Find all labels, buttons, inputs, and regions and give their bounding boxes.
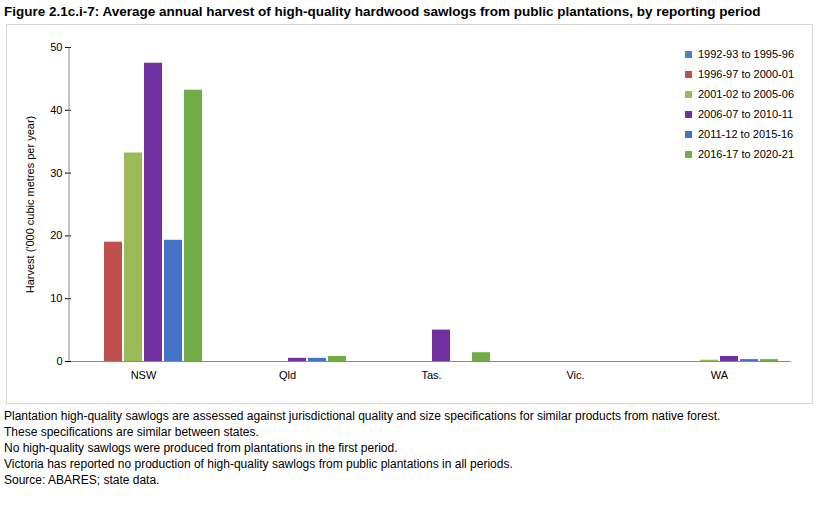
svg-text:Qld: Qld [279,369,296,381]
svg-text:40: 40 [50,104,62,116]
html-text:Victoria has reported no produ: Victoria has reported no production of h… [4,457,513,471]
svg-text:Tas.: Tas. [421,369,441,381]
svg-text:Vic.: Vic. [566,369,584,381]
svg-text:50: 50 [50,41,62,53]
svg-text:Harvest ('000 cubic metres per: Harvest ('000 cubic metres per year) [24,116,36,294]
html-text:Figure 2.1c.i-7: Average annua: Figure 2.1c.i-7: Average annual harvest … [4,4,761,19]
html-text:2001-02 to 2005-06: 2001-02 to 2005-06 [698,88,794,100]
html-text:Plantation high-quality sawlog: Plantation high-quality sawlogs are asse… [4,409,721,423]
html-text:2016-17 to 2020-21: 2016-17 to 2020-21 [698,148,794,160]
html-text:1992-93 to 1995-96: 1992-93 to 1995-96 [698,48,794,60]
html-text:2006-07 to 2010-11: 2006-07 to 2010-11 [698,108,794,120]
svg-text:30: 30 [50,167,62,179]
html-text:These specifications are simil: These specifications are similar between… [4,425,259,439]
html-text:2011-12 to 2015-16: 2011-12 to 2015-16 [698,128,794,140]
html-text:No high-quality sawlogs were p: No high-quality sawlogs were produced fr… [4,441,398,455]
svg-text:20: 20 [50,229,62,241]
svg-text:10: 10 [50,292,62,304]
svg-text:0: 0 [56,355,62,367]
html-text:1996-97 to 2000-01: 1996-97 to 2000-01 [698,68,794,80]
html-text:Source: ABARES; state data.: Source: ABARES; state data. [4,473,160,487]
svg-text:NSW: NSW [131,369,157,381]
svg-text:WA: WA [711,369,729,381]
